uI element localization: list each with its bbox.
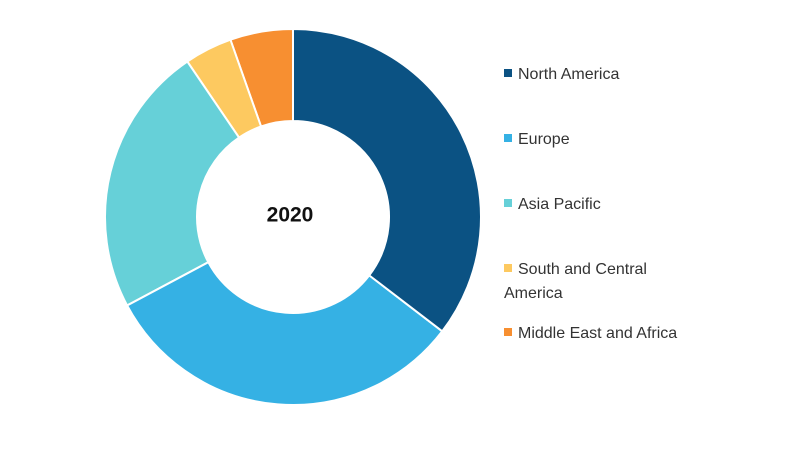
legend-swatch xyxy=(504,264,512,272)
legend-swatch xyxy=(504,134,512,142)
donut-slice xyxy=(125,260,444,406)
legend-swatch xyxy=(504,69,512,77)
legend-item: North America xyxy=(504,63,684,87)
donut-slice xyxy=(185,38,263,139)
legend-label: South and Central America xyxy=(504,261,647,302)
legend-label: North America xyxy=(518,66,620,83)
legend-swatch xyxy=(504,199,512,207)
legend-label: Asia Pacific xyxy=(518,196,601,213)
legend-item: Europe xyxy=(504,128,684,152)
legend-swatch xyxy=(504,328,512,336)
legend-label: Middle East and Africa xyxy=(518,325,678,342)
donut-slice xyxy=(292,27,482,333)
legend-item: Asia Pacific xyxy=(504,193,684,217)
donut-slice xyxy=(104,60,241,307)
center-label: 2020 xyxy=(267,204,314,227)
legend-item: Middle East and Africa xyxy=(504,322,684,346)
legend-item: South and Central America xyxy=(504,258,684,306)
legend-label: Europe xyxy=(518,131,570,148)
